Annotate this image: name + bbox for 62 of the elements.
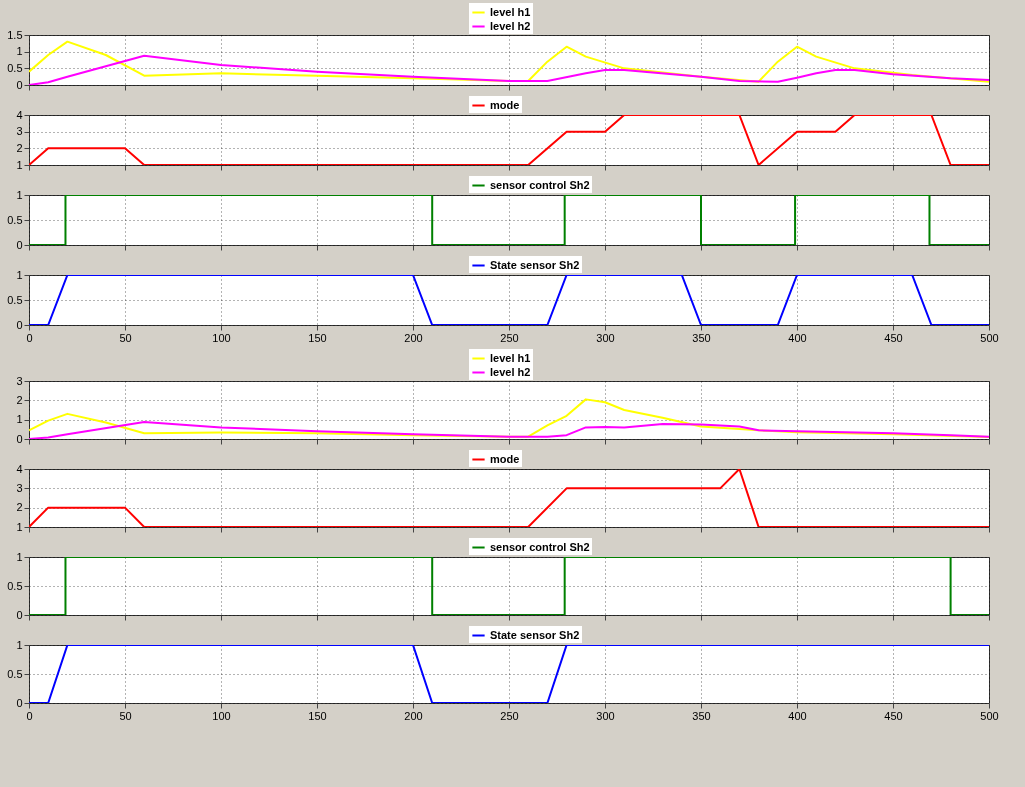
y-tick-label: 0.5 xyxy=(7,667,23,680)
x-tick-label: 300 xyxy=(596,331,615,344)
y-tick-label: 1 xyxy=(16,520,23,533)
x-tick-label: 300 xyxy=(596,709,615,722)
line-series xyxy=(29,469,989,527)
legend-label: level h2 xyxy=(490,19,531,32)
y-tick-label: 0 xyxy=(16,696,23,709)
x-tick-label: 150 xyxy=(308,331,327,344)
legend-label: mode xyxy=(490,452,520,465)
x-tick-label: 400 xyxy=(788,331,807,344)
y-tick-label: 1 xyxy=(16,550,23,563)
legend-label: mode xyxy=(490,98,520,111)
x-tick-label: 500 xyxy=(980,331,999,344)
x-tick-label: 50 xyxy=(119,709,132,722)
y-tick-label: 1 xyxy=(16,268,23,281)
y-tick-label: 0 xyxy=(16,318,23,331)
x-tick-label: 150 xyxy=(308,709,327,722)
x-tick-label: 0 xyxy=(26,709,33,722)
y-tick-label: 0.5 xyxy=(7,61,23,74)
y-tick-label: 1 xyxy=(16,638,23,651)
x-tick-label: 50 xyxy=(119,331,132,344)
y-tick-label: 2 xyxy=(16,141,23,154)
x-tick-label: 350 xyxy=(692,331,711,344)
y-tick-label: 0 xyxy=(16,78,23,91)
legend-label: sensor control Sh2 xyxy=(490,178,590,191)
y-tick-label: 3 xyxy=(16,125,23,138)
y-tick-label: 1 xyxy=(16,45,23,58)
x-tick-label: 200 xyxy=(404,709,423,722)
y-tick-label: 2 xyxy=(16,501,23,514)
y-tick-label: 0.5 xyxy=(7,213,23,226)
x-tick-label: 450 xyxy=(884,709,903,722)
x-tick-label: 250 xyxy=(500,709,519,722)
line-series xyxy=(29,115,989,165)
x-tick-label: 350 xyxy=(692,709,711,722)
legend-label: level h1 xyxy=(490,5,531,18)
x-tick-label: 250 xyxy=(500,331,519,344)
legend-label: sensor control Sh2 xyxy=(490,540,590,553)
y-tick-label: 1.5 xyxy=(7,28,23,41)
x-tick-label: 0 xyxy=(26,331,33,344)
y-tick-label: 0 xyxy=(16,608,23,621)
legend-label: level h1 xyxy=(490,351,531,364)
y-tick-label: 0.5 xyxy=(7,293,23,306)
y-tick-label: 0.5 xyxy=(7,579,23,592)
legend-label: State sensor Sh2 xyxy=(490,628,580,641)
y-tick-label: 0 xyxy=(16,432,23,445)
x-tick-label: 450 xyxy=(884,331,903,344)
y-tick-label: 4 xyxy=(16,462,23,475)
y-tick-label: 3 xyxy=(16,481,23,494)
x-tick-label: 100 xyxy=(212,331,231,344)
x-tick-label: 500 xyxy=(980,709,999,722)
y-tick-label: 3 xyxy=(16,374,23,387)
legend-label: State sensor Sh2 xyxy=(490,258,580,271)
y-tick-label: 1 xyxy=(16,158,23,171)
y-tick-label: 2 xyxy=(16,393,23,406)
legend-label: level h2 xyxy=(490,365,531,378)
y-tick-label: 1 xyxy=(16,413,23,426)
y-tick-label: 0 xyxy=(16,238,23,251)
y-tick-label: 4 xyxy=(16,108,23,121)
x-tick-label: 200 xyxy=(404,331,423,344)
x-tick-label: 100 xyxy=(212,709,231,722)
x-tick-label: 400 xyxy=(788,709,807,722)
y-tick-label: 1 xyxy=(16,188,23,201)
